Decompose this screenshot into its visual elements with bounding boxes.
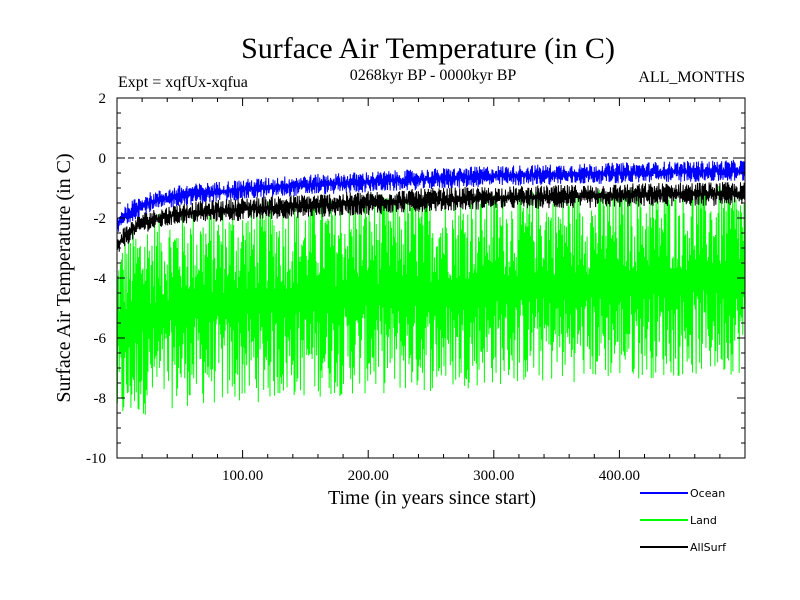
y-axis-label: Surface Air Temperature (in C) <box>53 153 75 402</box>
x-tick-label-300: 300.00 <box>473 468 514 484</box>
series-line-allsurf <box>117 182 745 252</box>
x-tick-label-200: 200.00 <box>348 468 389 484</box>
x-tick-label-400: 400.00 <box>599 468 640 484</box>
y-tick-label-0: 0 <box>99 151 107 167</box>
legend: Ocean Land AllSurf <box>640 487 727 554</box>
y-tick-label-neg6: -6 <box>94 331 107 347</box>
chart-subtitle-center: 0268kyr BP - 0000kyr BP <box>350 67 517 84</box>
y-tick-label-neg10: -10 <box>86 451 106 467</box>
x-tick-label-100: 100.00 <box>222 468 263 484</box>
chart-title: Surface Air Temperature (in C) <box>241 32 615 65</box>
x-axis-label: Time (in years since start) <box>328 487 536 509</box>
series-line-ocean <box>117 159 745 232</box>
legend-label-allsurf: AllSurf <box>690 541 727 554</box>
legend-label-land: Land <box>690 514 717 527</box>
y-tick-label-neg4: -4 <box>94 271 107 287</box>
ticks-layer <box>116 97 746 459</box>
series-layer <box>117 159 745 415</box>
y-tick-label-neg2: -2 <box>94 211 107 227</box>
chart-subtitle-left: Expt = xqfUx-xqfua <box>118 74 248 91</box>
chart-subtitle-right: ALL_MONTHS <box>638 69 745 86</box>
y-tick-label-2: 2 <box>99 91 107 107</box>
series-line-land <box>117 185 745 415</box>
legend-label-ocean: Ocean <box>690 487 725 500</box>
y-tick-label-neg8: -8 <box>94 391 107 407</box>
